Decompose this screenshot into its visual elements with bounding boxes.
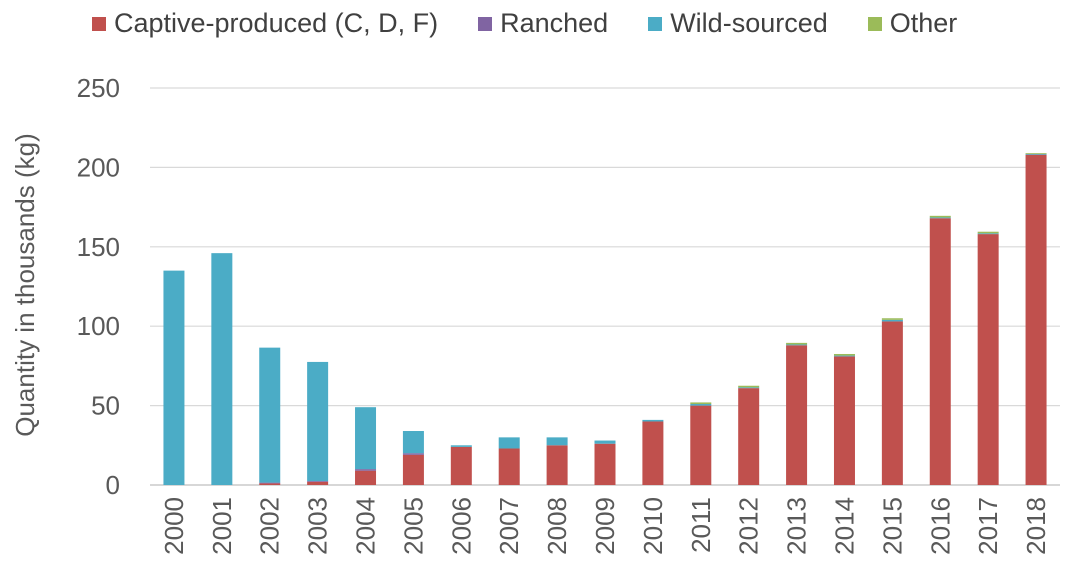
x-tick-label: 2009 (590, 497, 620, 555)
bar-wild-2003 (307, 361, 329, 482)
bar-captive-2015 (881, 321, 903, 485)
bar-wild-2007 (498, 437, 520, 449)
bar-wild-2016 (929, 217, 951, 219)
legend-label-captive: Captive-produced (C, D, F) (114, 8, 439, 38)
bar-other-2013 (786, 342, 808, 345)
bar-captive-2010 (642, 421, 664, 485)
legend-swatch-wild (648, 16, 663, 31)
x-tick-label: 2016 (925, 497, 955, 555)
bar-wild-2006 (450, 445, 472, 447)
y-tick-label: 100 (77, 311, 120, 341)
x-tick-label: 2012 (734, 497, 764, 555)
bar-captive-2008 (546, 445, 568, 485)
bar-captive-2017 (977, 234, 999, 485)
x-tick-label: 2010 (638, 497, 668, 555)
y-tick-label: 150 (77, 232, 120, 262)
x-tick-label: 2015 (877, 497, 907, 555)
bar-series-group (163, 153, 1047, 486)
bar-wild-2012 (738, 387, 760, 389)
bar-captive-2014 (833, 356, 855, 485)
bar-wild-2013 (786, 344, 808, 346)
bar-other-2014 (833, 353, 855, 356)
x-tick-label: 2004 (351, 497, 381, 555)
y-tick-label: 50 (91, 391, 120, 421)
bar-other-2015 (881, 318, 903, 320)
bar-wild-2010 (642, 419, 664, 422)
y-tick-label: 250 (77, 73, 120, 103)
x-tick-label: 2003 (303, 497, 333, 555)
legend-swatch-ranched (478, 16, 493, 31)
bar-wild-2002 (259, 347, 281, 483)
bar-wild-2001 (211, 253, 233, 485)
gridlines (150, 87, 1060, 486)
bar-wild-2005 (402, 431, 424, 454)
x-tick-label: 2006 (446, 497, 476, 555)
legend-item-other: Other (867, 8, 958, 39)
legend-swatch-other (867, 16, 882, 31)
bar-wild-2000 (163, 270, 185, 485)
bar-other-2017 (977, 231, 999, 234)
x-tick-label: 2007 (494, 497, 524, 555)
x-tick-label: 2001 (207, 497, 237, 555)
bar-ranched-2005 (402, 453, 424, 455)
bar-captive-2003 (307, 481, 329, 485)
x-axis-tick-labels: 2000 2001 2002 2003 2004 2005 2006 2007 2008 2009… (159, 497, 1051, 555)
x-tick-label: 2000 (159, 497, 189, 555)
legend-label-ranched: Ranched (500, 8, 609, 38)
bar-wild-2014 (833, 355, 855, 357)
x-tick-label: 2014 (829, 497, 859, 555)
x-tick-label: 2005 (398, 497, 428, 555)
bar-captive-2006 (450, 446, 472, 485)
y-tick-label: 200 (77, 152, 120, 182)
x-tick-label: 2011 (686, 497, 716, 553)
bar-captive-2016 (929, 218, 951, 485)
x-tick-label: 2017 (973, 497, 1003, 555)
bar-captive-2012 (738, 388, 760, 485)
bar-wild-2009 (594, 440, 616, 444)
x-tick-label: 2013 (782, 497, 812, 555)
bar-captive-2002 (259, 483, 281, 485)
bar-wild-2018 (1025, 153, 1047, 155)
y-tick-label: 0 (106, 470, 120, 500)
bar-ranched-2004 (355, 469, 377, 471)
bar-wild-2008 (546, 437, 568, 446)
bar-captive-2011 (690, 405, 712, 485)
legend-item-ranched: Ranched (478, 8, 608, 39)
legend-item-wild: Wild-sourced (648, 8, 828, 39)
bar-captive-2004 (355, 470, 377, 485)
bar-other-2016 (929, 215, 951, 218)
y-axis-tick-labels: 0 50 100 150 200 250 (77, 73, 120, 500)
bar-ranched-2002 (259, 482, 281, 484)
bar-captive-2009 (594, 443, 616, 485)
bar-ranched-2003 (307, 481, 329, 482)
bar-wild-2017 (977, 233, 999, 235)
y-axis-label: Quantity in thousands (kg) (10, 133, 40, 437)
bar-captive-2005 (402, 454, 424, 485)
bar-other-2018 (1025, 153, 1047, 154)
x-tick-label: 2002 (255, 497, 285, 555)
legend-label-wild: Wild-sourced (670, 8, 828, 38)
bar-captive-2018 (1025, 154, 1047, 486)
bar-wild-2015 (881, 319, 903, 322)
legend-swatch-captive (92, 16, 106, 31)
bar-other-2012 (738, 385, 760, 388)
bar-wild-2011 (690, 404, 712, 406)
legend-item-captive: Captive-produced (C, D, F) (92, 8, 438, 39)
bar-wild-2004 (355, 407, 377, 470)
bar-other-2011 (690, 402, 712, 405)
bar-captive-2013 (786, 345, 808, 485)
chart-legend: Captive-produced (C, D, F) Ranched Wild-… (92, 8, 997, 39)
bar-captive-2007 (498, 448, 520, 485)
legend-label-other: Other (889, 8, 958, 38)
x-tick-label: 2008 (542, 497, 572, 555)
x-tick-label: 2018 (1021, 497, 1051, 555)
